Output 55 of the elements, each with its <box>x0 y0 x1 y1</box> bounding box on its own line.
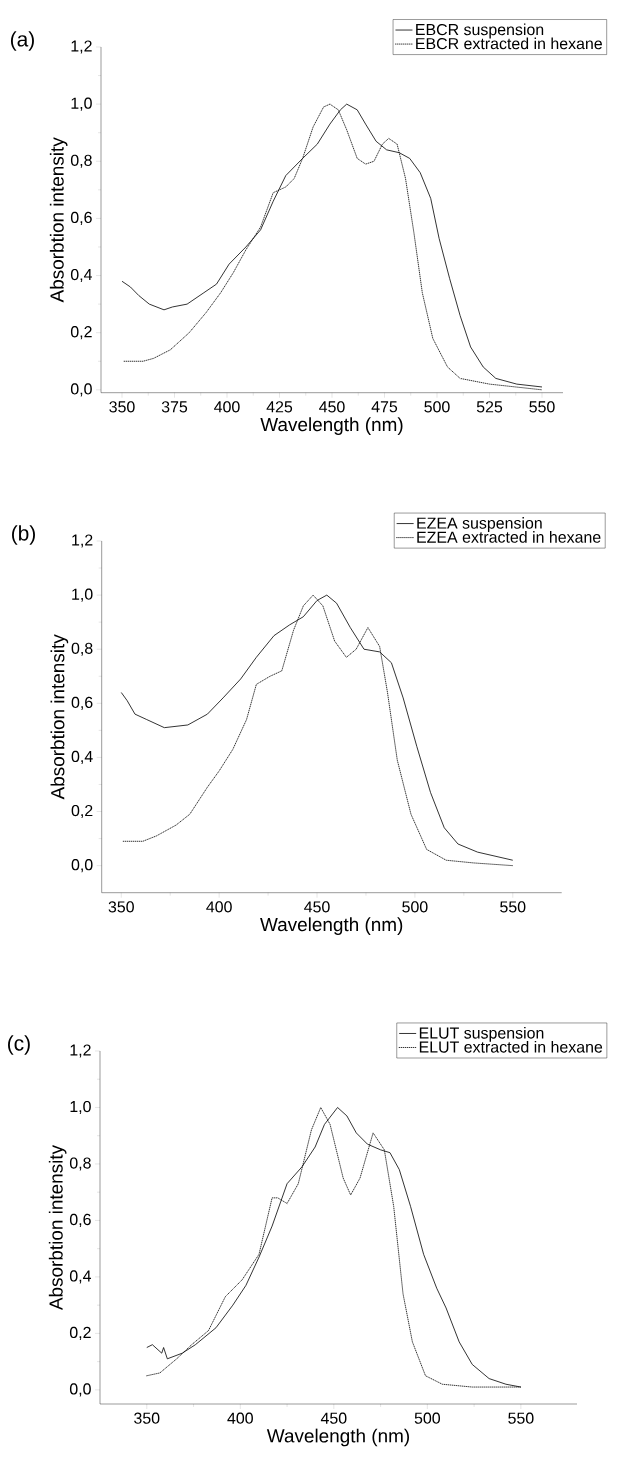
y-tick-label: 0,4 <box>69 1270 92 1284</box>
x-tick-label: 350 <box>108 901 134 913</box>
y-tick-label: 0,4 <box>71 750 93 764</box>
chart-title: (c) <box>8 1035 30 1055</box>
legend-label: EBCR suspension <box>416 23 544 39</box>
legend-label: ELUT suspension <box>419 1026 544 1042</box>
y-tick-label: 0,0 <box>69 1383 91 1397</box>
x-tick-label: 500 <box>414 1412 441 1424</box>
y-axis-title: Absorbtion intensity <box>50 634 69 800</box>
y-tick-label: 0,8 <box>69 1157 91 1171</box>
y-tick-label: 0,0 <box>70 383 92 397</box>
x-axis-title: Wavelength (nm) <box>260 917 403 935</box>
y-tick-label: 0,8 <box>71 642 93 656</box>
y-tick-label: 0,2 <box>70 326 92 340</box>
y-tick-label: 0,4 <box>70 268 92 283</box>
y-tick-label: 0,6 <box>71 696 93 710</box>
x-tick-label: 350 <box>109 401 135 413</box>
chart-title: (b) <box>12 525 35 545</box>
chart-title: (a) <box>10 31 34 51</box>
x-tick-label: 400 <box>227 1412 253 1424</box>
x-tick-label: 350 <box>134 1412 160 1424</box>
x-tick-label: 500 <box>424 401 450 413</box>
legend-label: EZEA suspension <box>417 517 542 532</box>
y-tick-label: 0,6 <box>69 1213 91 1228</box>
y-tick-label: 0,8 <box>70 154 92 168</box>
y-tick-label: 0,6 <box>70 211 92 225</box>
x-tick-label: 400 <box>214 401 240 413</box>
legend-label: ELUT extracted in hexane <box>419 1040 603 1053</box>
x-tick-label: 425 <box>266 401 293 413</box>
y-tick-label: 1,0 <box>70 1100 91 1115</box>
x-tick-label: 525 <box>476 401 503 413</box>
x-tick-label: 450 <box>304 901 330 913</box>
y-axis-title: Absorbtion intensity <box>49 137 68 303</box>
y-axis-title: Absorbtion intensity <box>48 1144 67 1311</box>
x-tick-label: 550 <box>508 1412 534 1424</box>
x-tick-label: 400 <box>206 901 232 913</box>
y-tick-label: 1,2 <box>71 40 92 54</box>
x-tick-label: 375 <box>161 401 188 413</box>
x-tick-label: 450 <box>319 401 345 413</box>
y-tick-label: 1,0 <box>72 588 93 602</box>
y-tick-label: 1,2 <box>70 1044 91 1058</box>
y-tick-label: 0,2 <box>69 1326 91 1340</box>
x-tick-label: 475 <box>371 401 398 413</box>
x-tick-label: 550 <box>529 401 555 413</box>
x-axis-title: Wavelength (nm) <box>266 1428 409 1447</box>
x-tick-label: 500 <box>402 901 428 913</box>
legend-label: EZEA extracted in hexane <box>417 531 601 543</box>
x-tick-label: 550 <box>500 901 526 913</box>
y-tick-label: 1,0 <box>71 97 92 111</box>
y-tick-label: 1,2 <box>72 534 93 548</box>
y-tick-label: 0,0 <box>71 859 93 873</box>
legend-label: EBCR extracted in hexane <box>416 37 602 50</box>
y-tick-label: 0,2 <box>71 804 93 819</box>
x-tick-label: 450 <box>320 1412 347 1424</box>
x-axis-title: Wavelength (nm) <box>260 417 403 435</box>
